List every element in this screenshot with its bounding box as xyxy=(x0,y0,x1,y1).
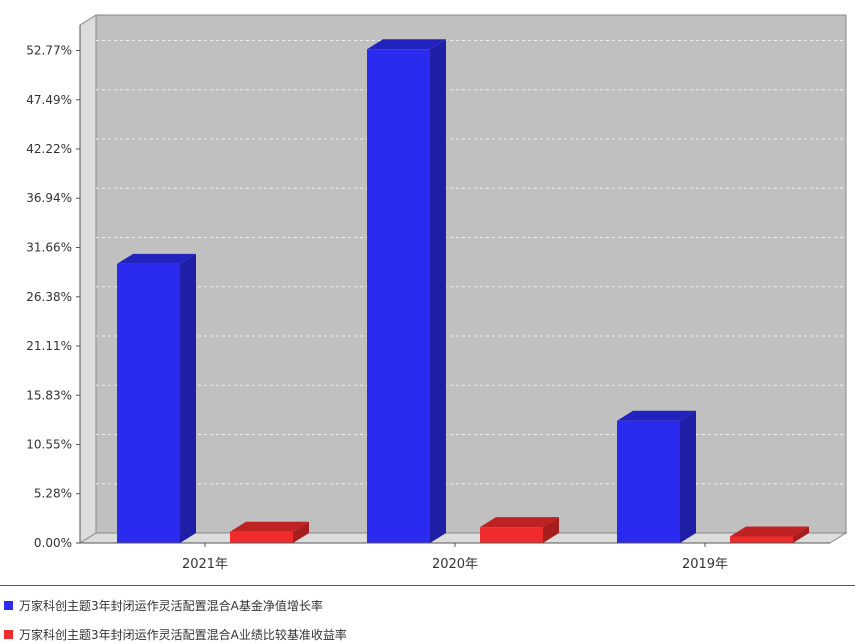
y-tick-label: 52.77% xyxy=(26,43,72,57)
bar-side xyxy=(293,521,309,543)
bar-side xyxy=(430,39,446,544)
x-tick-label: 2021年 xyxy=(182,557,228,572)
bar-side xyxy=(543,517,559,543)
bar xyxy=(617,420,680,543)
bar-side xyxy=(680,410,696,543)
y-axis: 0.00% 5.28% 10.55% 15.83% 21.11% 26.38% 31.66%… xyxy=(26,25,81,550)
bar-group xyxy=(617,410,696,543)
legend-label: 万家科创主题3年封闭运作灵活配置混合A业绩比较基准收益率 xyxy=(19,628,347,642)
y-tick-label: 5.28% xyxy=(34,487,72,501)
y-tick-label: 21.11% xyxy=(26,339,72,353)
legend-swatch-blue xyxy=(4,601,13,610)
bar-top xyxy=(117,253,196,264)
bar-group xyxy=(117,253,196,543)
bar xyxy=(367,49,430,544)
bar-group xyxy=(367,39,446,544)
bars xyxy=(117,39,809,544)
bar-side xyxy=(793,526,809,543)
bar-top xyxy=(730,526,809,537)
y-tick-label: 0.00% xyxy=(34,536,72,550)
bar-group xyxy=(230,521,309,543)
legend-label: 万家科创主题3年封闭运作灵活配置混合A基金净值增长率 xyxy=(19,599,323,613)
bar-side xyxy=(180,253,196,543)
y-tick-label: 31.66% xyxy=(26,241,72,255)
y-tick-label: 15.83% xyxy=(26,388,72,402)
y-tick-label: 26.38% xyxy=(26,290,72,304)
bar-top xyxy=(480,517,559,528)
bar-group xyxy=(480,517,559,543)
x-tick-label: 2019年 xyxy=(682,557,728,572)
legend-separator xyxy=(0,585,855,586)
bar-chart: 0.00% 5.28% 10.55% 15.83% 21.11% 26.38% 31.66%… xyxy=(26,14,848,572)
y-tick-label: 42.22% xyxy=(26,142,72,156)
legend-item-benchmark: 万家科创主题3年封闭运作灵活配置混合A业绩比较基准收益率 xyxy=(4,626,347,643)
y-tick-label: 36.94% xyxy=(26,191,72,205)
bar xyxy=(730,536,793,543)
plot-back-wall xyxy=(95,14,847,534)
bar-top xyxy=(367,39,446,50)
x-axis: 2021年 2020年 2019年 xyxy=(80,542,830,572)
legend-swatch-red xyxy=(4,630,13,639)
bar xyxy=(230,531,293,543)
bar-top xyxy=(617,410,696,421)
bar xyxy=(117,263,180,543)
y-tick-label: 10.55% xyxy=(26,438,72,452)
plot-left-wall xyxy=(79,14,97,544)
x-tick-label: 2020年 xyxy=(432,557,478,572)
bar-group xyxy=(730,526,809,543)
bar-top xyxy=(230,521,309,532)
y-tick-label: 47.49% xyxy=(26,93,72,107)
legend-item-nav-growth: 万家科创主题3年封闭运作灵活配置混合A基金净值增长率 xyxy=(4,597,323,614)
bar xyxy=(480,527,543,543)
grid-lines xyxy=(96,39,846,485)
